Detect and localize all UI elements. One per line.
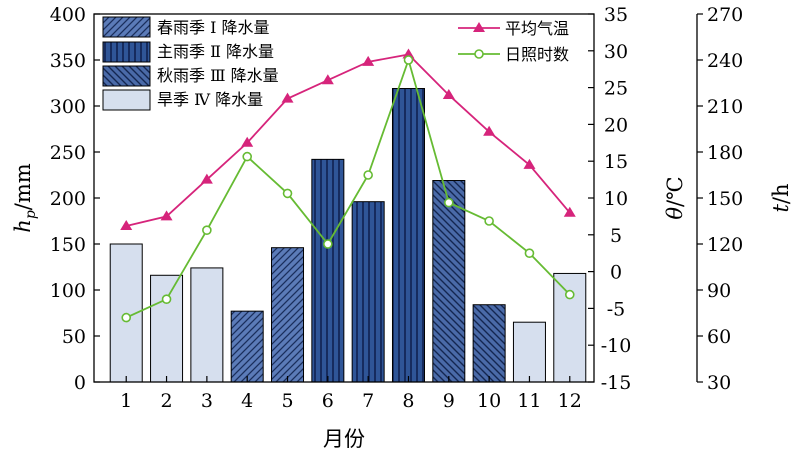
legend-swatch-main bbox=[103, 42, 150, 62]
legend-swatch-spring bbox=[103, 17, 150, 37]
left-axis-title: hp/mm bbox=[11, 163, 39, 232]
sunshine-point-3 bbox=[203, 226, 211, 234]
legend-swatch-dry bbox=[103, 90, 150, 110]
mid-tick-label: 15 bbox=[604, 151, 628, 173]
bar-month-2 bbox=[151, 275, 183, 382]
left-axis-title-main: h bbox=[11, 219, 35, 233]
left-tick-label: 0 bbox=[74, 372, 86, 394]
right-tick-label: 150 bbox=[707, 188, 743, 210]
bar-month-4 bbox=[231, 311, 263, 382]
sunshine-point-10 bbox=[485, 217, 493, 225]
left-tick-label: 50 bbox=[62, 326, 86, 348]
legend-label-main: 主雨季 Ⅱ 降水量 bbox=[157, 42, 274, 61]
right-tick-label: 60 bbox=[707, 326, 731, 348]
bar-month-9 bbox=[433, 181, 465, 382]
bar-month-3 bbox=[191, 268, 223, 382]
mid-tick-label: 30 bbox=[604, 41, 628, 63]
left-tick-label: 350 bbox=[50, 50, 86, 72]
x-tick-label: 5 bbox=[281, 390, 293, 412]
left-tick-label: 200 bbox=[50, 188, 86, 210]
right-tick-label: 30 bbox=[707, 372, 731, 394]
sunshine-point-1 bbox=[122, 314, 130, 322]
bars-group bbox=[110, 89, 586, 382]
x-tick-label: 12 bbox=[558, 390, 582, 412]
legend-label-sun: 日照时数 bbox=[505, 45, 569, 64]
left-tick-label: 250 bbox=[50, 142, 86, 164]
left-axis-title-unit: /mm bbox=[11, 163, 35, 210]
mid-tick-label: 25 bbox=[604, 78, 628, 100]
mid-tick-label: 10 bbox=[604, 188, 628, 210]
left-tick-label: 100 bbox=[50, 280, 86, 302]
sunshine-point-8 bbox=[404, 56, 412, 64]
bar-month-5 bbox=[272, 248, 304, 382]
mid-tick-label: 35 bbox=[604, 4, 628, 26]
sunshine-point-12 bbox=[566, 291, 574, 299]
legend-label-temp: 平均气温 bbox=[505, 19, 569, 38]
x-tick-label: 4 bbox=[241, 390, 253, 412]
x-tick-label: 10 bbox=[477, 390, 501, 412]
left-tick-label: 400 bbox=[50, 4, 86, 26]
legend-label-spring: 春雨季 Ⅰ 降水量 bbox=[157, 18, 270, 37]
right-axis-title-unit: /h bbox=[769, 183, 793, 204]
bar-month-10 bbox=[473, 305, 505, 382]
x-tick-label: 11 bbox=[517, 390, 541, 412]
legend-label-dry: 旱季 Ⅳ 降水量 bbox=[157, 90, 263, 109]
right-tick-label: 210 bbox=[707, 96, 743, 118]
bar-month-7 bbox=[352, 202, 384, 382]
x-tick-label: 1 bbox=[120, 390, 132, 412]
right-tick-label: 120 bbox=[707, 234, 743, 256]
legend-temp-marker bbox=[473, 22, 485, 32]
bar-month-8 bbox=[392, 89, 424, 382]
x-tick-label: 7 bbox=[362, 390, 374, 412]
sunshine-point-4 bbox=[243, 153, 251, 161]
mid-tick-label: 5 bbox=[610, 225, 622, 247]
sunshine-point-9 bbox=[445, 199, 453, 207]
right-tick-label: 90 bbox=[707, 280, 731, 302]
right-tick-label: 180 bbox=[707, 142, 743, 164]
sunshine-point-6 bbox=[324, 240, 332, 248]
sunshine-point-7 bbox=[364, 171, 372, 179]
x-tick-label: 8 bbox=[402, 390, 414, 412]
bar-month-6 bbox=[312, 159, 344, 382]
left-axis-title-sub: p bbox=[23, 210, 39, 219]
left-tick-label: 150 bbox=[50, 234, 86, 256]
bar-legend: 春雨季 Ⅰ 降水量 主雨季 Ⅱ 降水量 秋雨季 Ⅲ 降水量 旱季 Ⅳ 降水量 bbox=[103, 17, 279, 110]
x-axis-title: 月份 bbox=[323, 427, 365, 451]
right-axis-title: t/h bbox=[769, 183, 793, 212]
legend-label-autumn: 秋雨季 Ⅲ 降水量 bbox=[157, 66, 279, 85]
mid-tick-label: 20 bbox=[604, 114, 628, 136]
mid-axis-title: θ/℃ bbox=[663, 176, 687, 219]
right-tick-label: 240 bbox=[707, 50, 743, 72]
bar-month-12 bbox=[554, 273, 586, 382]
x-tick-label: 6 bbox=[322, 390, 334, 412]
mid-tick-label: -10 bbox=[601, 335, 632, 357]
sunshine-point-11 bbox=[525, 249, 533, 257]
sunshine-point-5 bbox=[284, 189, 292, 197]
x-tick-label: 2 bbox=[161, 390, 173, 412]
line-legend: 平均气温 日照时数 bbox=[458, 19, 569, 64]
sunshine-point-2 bbox=[163, 295, 171, 303]
mid-tick-label: -15 bbox=[601, 372, 632, 394]
legend-sun-marker bbox=[475, 50, 483, 58]
x-tick-label: 9 bbox=[443, 390, 455, 412]
mid-axis-title-symbol: θ bbox=[663, 207, 687, 220]
right-tick-label: 270 bbox=[707, 4, 743, 26]
mid-tick-label: 0 bbox=[610, 262, 622, 284]
legend-swatch-autumn bbox=[103, 66, 150, 86]
bar-month-11 bbox=[513, 322, 545, 382]
x-tick-label: 3 bbox=[201, 390, 213, 412]
mid-tick-label: -5 bbox=[607, 298, 626, 320]
mid-axis-title-unit: /℃ bbox=[663, 176, 687, 207]
left-tick-label: 300 bbox=[50, 96, 86, 118]
